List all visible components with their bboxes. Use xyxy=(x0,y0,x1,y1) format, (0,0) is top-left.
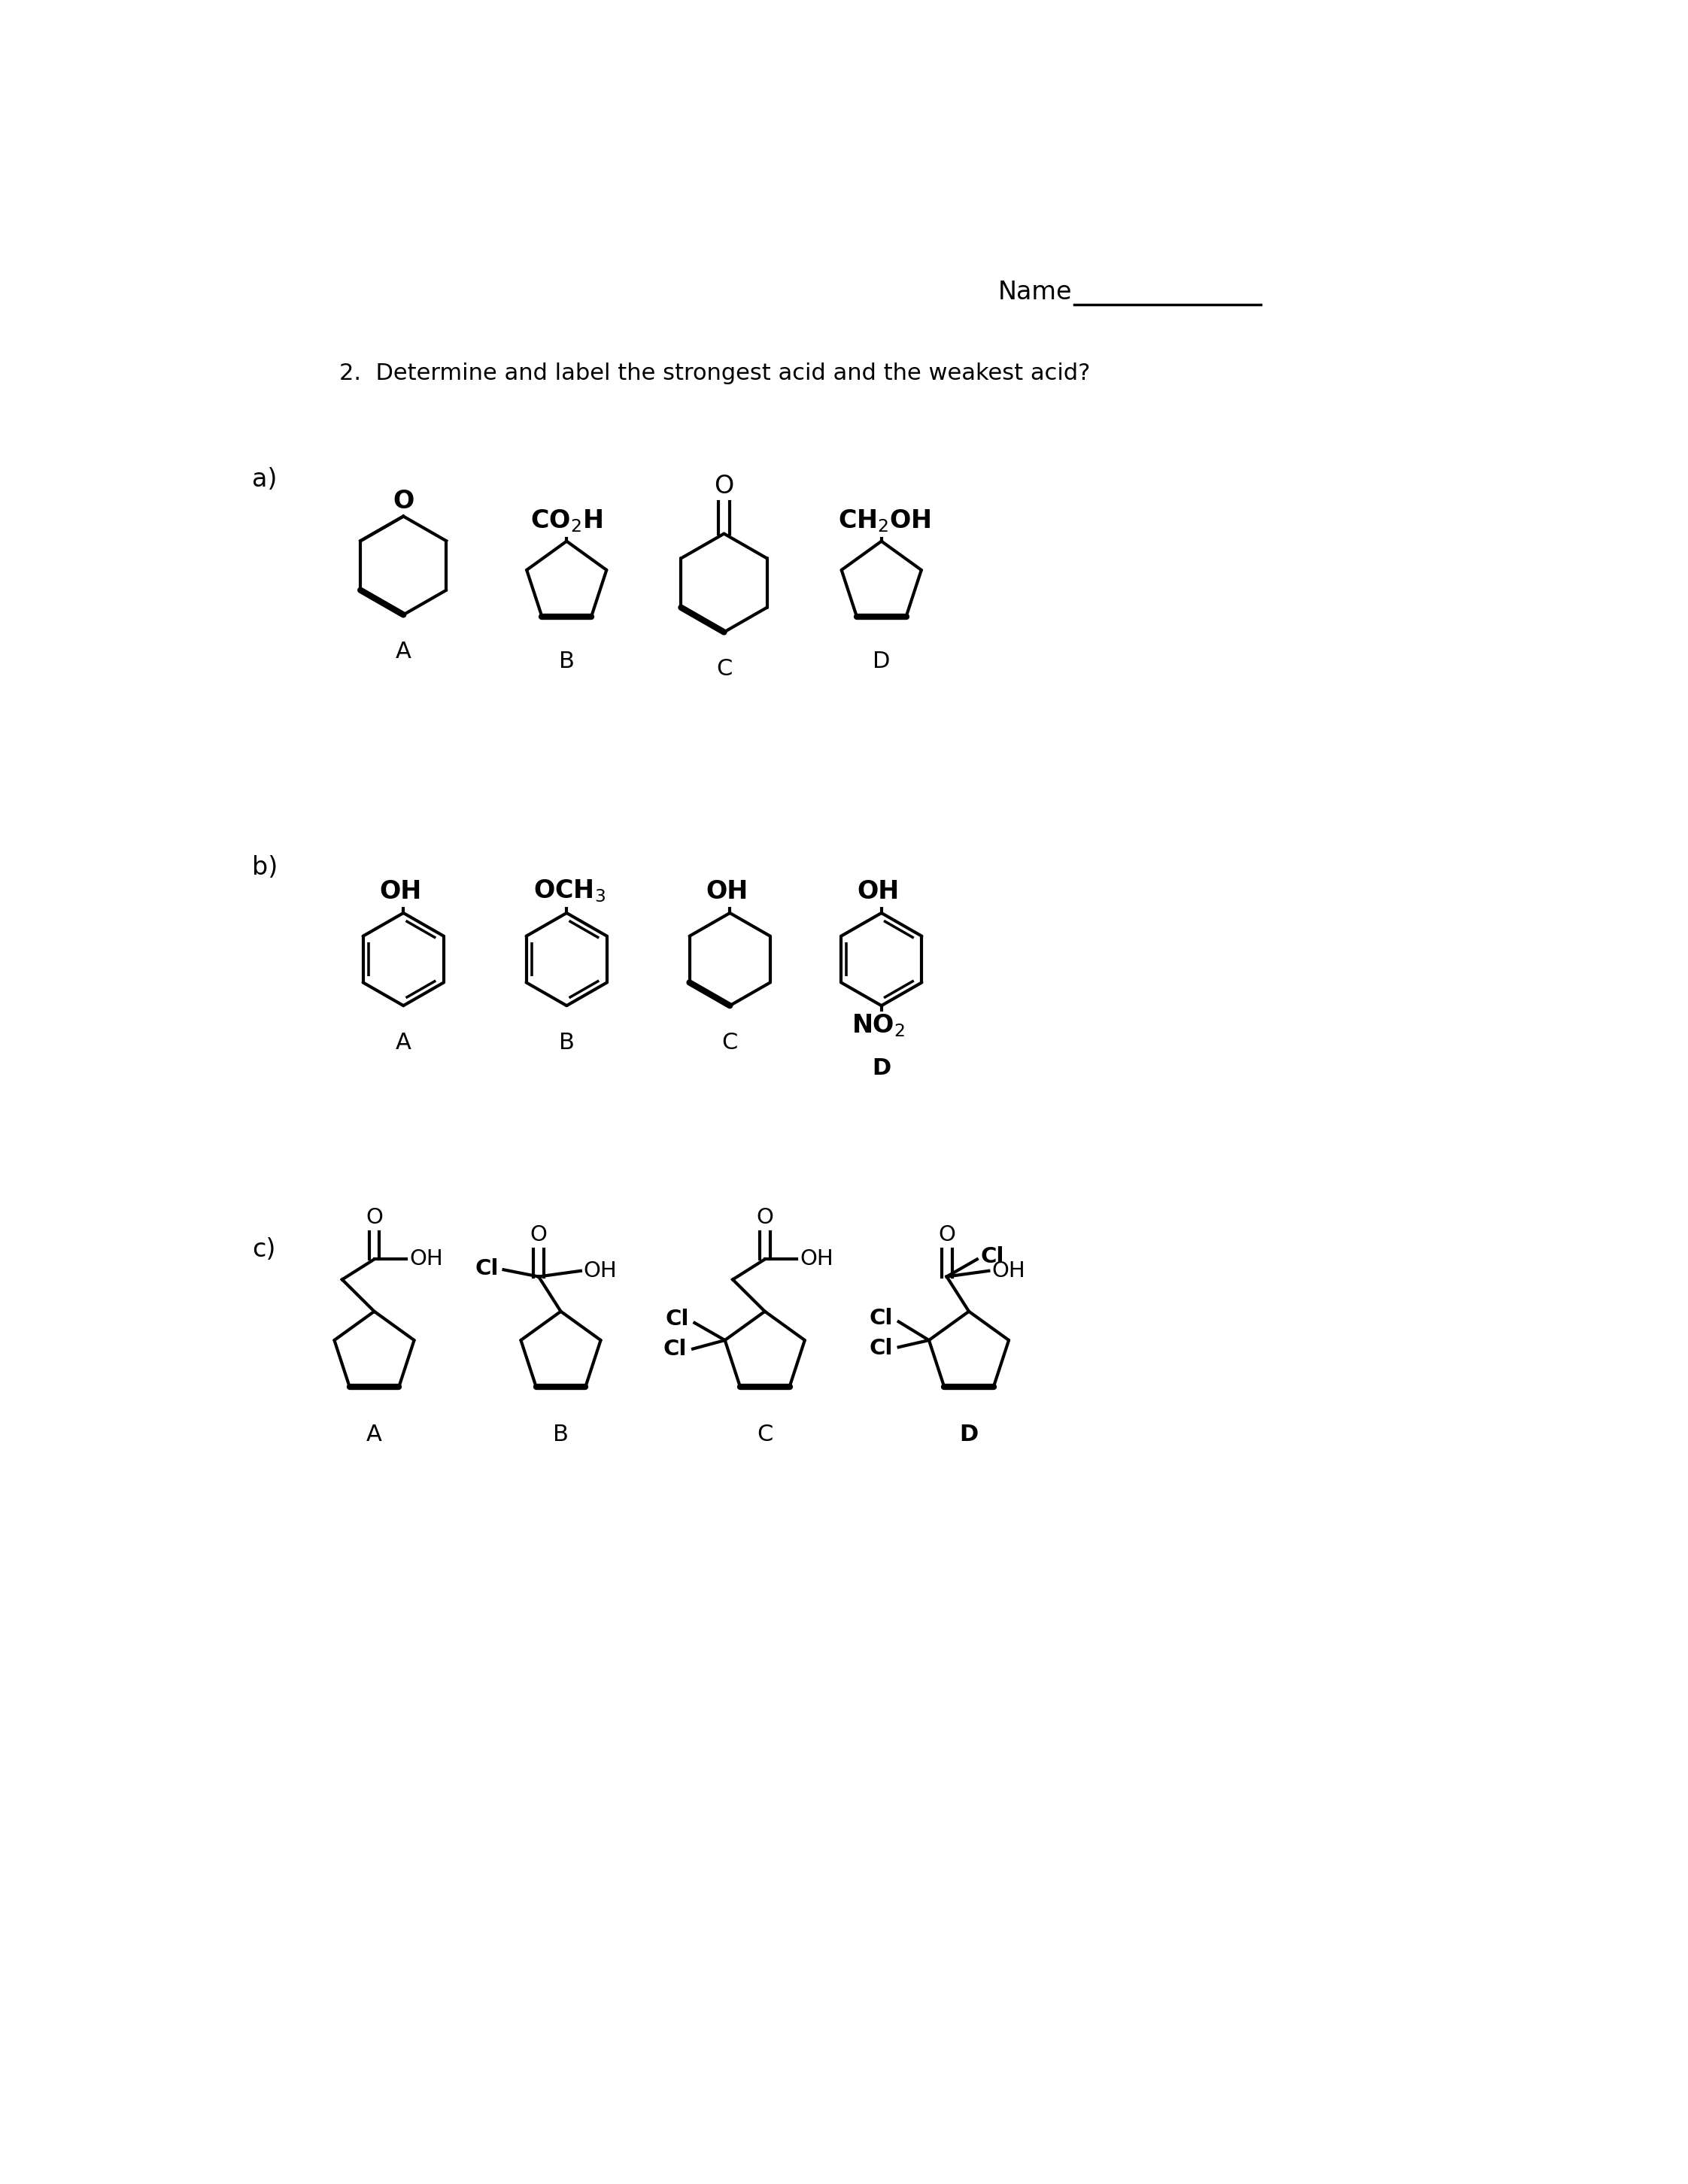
Text: Cl: Cl xyxy=(476,1258,500,1280)
Text: OH: OH xyxy=(800,1249,834,1269)
Text: O: O xyxy=(366,1208,383,1227)
Text: B: B xyxy=(559,651,574,673)
Text: Cl: Cl xyxy=(869,1339,893,1358)
Text: OCH$_3$: OCH$_3$ xyxy=(533,878,606,904)
Text: O: O xyxy=(756,1208,773,1227)
Text: C: C xyxy=(756,1424,773,1446)
Text: C: C xyxy=(722,1031,738,1053)
Text: Name: Name xyxy=(998,280,1072,306)
Text: A: A xyxy=(395,640,412,662)
Text: B: B xyxy=(554,1424,569,1446)
Text: D: D xyxy=(873,1057,891,1079)
Text: A: A xyxy=(395,1031,412,1053)
Text: Cl: Cl xyxy=(665,1308,689,1330)
Text: c): c) xyxy=(252,1238,275,1262)
Text: OH: OH xyxy=(380,880,422,904)
Text: Cl: Cl xyxy=(981,1245,1004,1267)
Text: D: D xyxy=(873,651,890,673)
Text: CO$_2$H: CO$_2$H xyxy=(530,509,603,535)
Text: C: C xyxy=(716,657,733,679)
Text: OH: OH xyxy=(584,1260,618,1282)
Text: OH: OH xyxy=(408,1249,442,1269)
Text: O: O xyxy=(714,474,734,498)
Text: O: O xyxy=(530,1225,547,1245)
Text: OH: OH xyxy=(706,880,748,904)
Text: NO$_2$: NO$_2$ xyxy=(852,1013,905,1040)
Text: Cl: Cl xyxy=(869,1308,893,1328)
Text: OH: OH xyxy=(858,880,900,904)
Text: D: D xyxy=(959,1424,979,1446)
Text: Cl: Cl xyxy=(663,1339,687,1358)
Text: A: A xyxy=(366,1424,381,1446)
Text: O: O xyxy=(393,489,414,513)
Text: b): b) xyxy=(252,856,277,880)
Text: CH$_2$OH: CH$_2$OH xyxy=(837,509,930,535)
Text: O: O xyxy=(939,1225,955,1245)
Text: 2.  Determine and label the strongest acid and the weakest acid?: 2. Determine and label the strongest aci… xyxy=(339,363,1090,384)
Text: a): a) xyxy=(252,467,277,491)
Text: OH: OH xyxy=(991,1260,1025,1282)
Text: B: B xyxy=(559,1031,574,1053)
